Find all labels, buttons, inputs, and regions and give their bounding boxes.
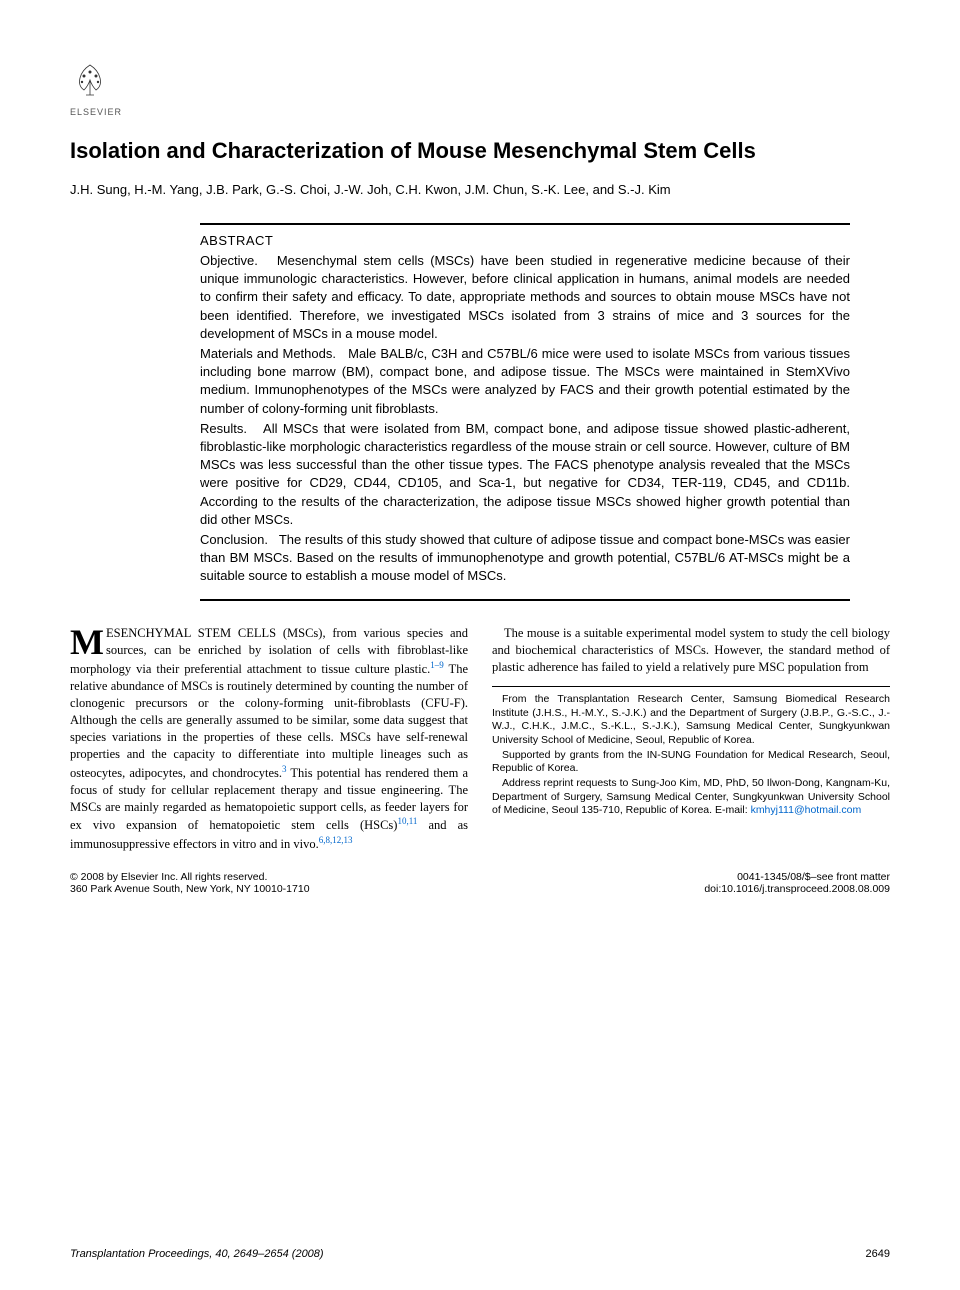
abstract-objective: Objective. Mesenchymal stem cells (MSCs)… (200, 252, 850, 343)
citation-ref-4[interactable]: 6,8,12,13 (319, 835, 353, 845)
results-head: Results. (200, 421, 247, 436)
column-right: The mouse is a suitable experimental mod… (492, 625, 890, 853)
objective-head: Objective. (200, 253, 258, 268)
methods-head: Materials and Methods. (200, 346, 336, 361)
body-paragraph-2: The mouse is a suitable experimental mod… (492, 625, 890, 676)
doi-line: doi:10.1016/j.transproceed.2008.08.009 (704, 883, 890, 895)
results-text: All MSCs that were isolated from BM, com… (200, 421, 850, 527)
copyright-footer: © 2008 by Elsevier Inc. All rights reser… (70, 871, 890, 895)
body-paragraph-1: MESENCHYMAL STEM CELLS (MSCs), from vari… (70, 625, 468, 853)
column-left: MESENCHYMAL STEM CELLS (MSCs), from vari… (70, 625, 468, 853)
abstract-methods: Materials and Methods. Male BALB/c, C3H … (200, 345, 850, 418)
affiliation-block: From the Transplantation Research Center… (492, 686, 890, 818)
body-text-1a: ESENCHYMAL STEM CELLS (MSCs), from vario… (70, 626, 468, 676)
dropcap: M (70, 625, 106, 658)
copyright-line-2: 360 Park Avenue South, New York, NY 1001… (70, 883, 310, 895)
objective-text: Mesenchymal stem cells (MSCs) have been … (200, 253, 850, 341)
author-list: J.H. Sung, H.-M. Yang, J.B. Park, G.-S. … (70, 180, 890, 200)
abstract-results: Results. All MSCs that were isolated fro… (200, 420, 850, 529)
journal-citation: Transplantation Proceedings, 40, 2649–26… (70, 1248, 324, 1260)
conclusion-head: Conclusion. (200, 532, 268, 547)
elsevier-tree-icon (70, 60, 110, 100)
citation-ref-1[interactable]: 1–9 (430, 660, 444, 670)
issn-line: 0041-1345/08/$–see front matter (704, 871, 890, 883)
article-title: Isolation and Characterization of Mouse … (70, 137, 890, 166)
copyright-line-1: © 2008 by Elsevier Inc. All rights reser… (70, 871, 310, 883)
affiliation-from: From the Transplantation Research Center… (492, 693, 890, 748)
journal-footer: Transplantation Proceedings, 40, 2649–26… (70, 1248, 890, 1260)
footer-left: © 2008 by Elsevier Inc. All rights reser… (70, 871, 310, 895)
abstract-label: ABSTRACT (200, 233, 850, 248)
publisher-logo: ELSEVIER (70, 60, 890, 117)
citation-ref-3[interactable]: 10,11 (397, 816, 417, 826)
page-number: 2649 (866, 1248, 890, 1260)
corresponding-email[interactable]: kmhyj111@hotmail.com (751, 804, 862, 816)
footer-right: 0041-1345/08/$–see front matter doi:10.1… (704, 871, 890, 895)
body-columns: MESENCHYMAL STEM CELLS (MSCs), from vari… (70, 625, 890, 853)
abstract-container: ABSTRACT Objective. Mesenchymal stem cel… (200, 223, 850, 601)
conclusion-text: The results of this study showed that cu… (200, 532, 850, 583)
abstract-conclusion: Conclusion. The results of this study sh… (200, 531, 850, 586)
affiliation-support: Supported by grants from the IN-SUNG Fou… (492, 749, 890, 776)
affiliation-address: Address reprint requests to Sung-Joo Kim… (492, 777, 890, 818)
publisher-name: ELSEVIER (70, 107, 890, 117)
body-text-1b: The relative abundance of MSCs is routin… (70, 662, 468, 779)
